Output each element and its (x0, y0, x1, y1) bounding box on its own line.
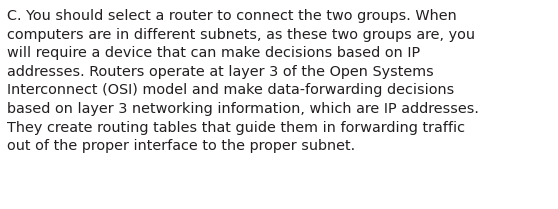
Text: C. You should select a router to connect the two groups. When
computers are in d: C. You should select a router to connect… (7, 9, 479, 153)
